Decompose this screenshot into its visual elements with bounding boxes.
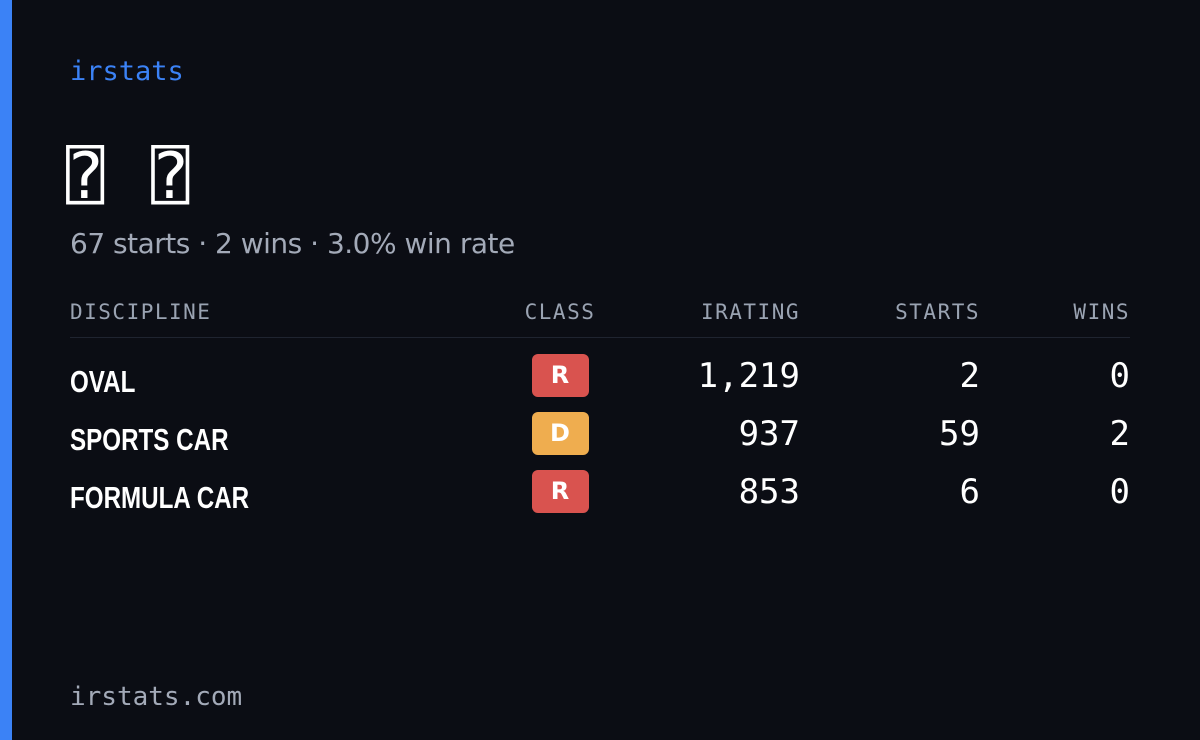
irating: 937 <box>738 414 800 454</box>
column-header: STARTS <box>895 300 980 324</box>
discipline: SPORTS CAR <box>70 422 229 457</box>
wins: 2 <box>1109 414 1130 454</box>
starts: 2 <box>959 356 980 396</box>
site-url: irstats.com <box>70 682 243 712</box>
summary: 67 starts · 2 wins · 3.0% win rate <box>70 227 515 260</box>
brand: irstats <box>70 56 184 87</box>
header-rule <box>70 337 1130 338</box>
irating: 1,219 <box>697 356 800 396</box>
class-badge: R <box>531 470 589 513</box>
starts: 6 <box>959 472 980 512</box>
starts: 59 <box>939 414 980 454</box>
discipline: OVAL <box>70 364 136 399</box>
accent-bar <box>0 0 12 740</box>
class-badge: R <box>531 354 589 397</box>
column-header: WINS <box>1073 300 1130 324</box>
column-header: DISCIPLINE <box>70 300 212 324</box>
irating: 853 <box>738 472 800 512</box>
player-name: ⍰ ⍰ <box>66 140 194 214</box>
wins: 0 <box>1109 356 1130 396</box>
class-badge: D <box>531 412 589 455</box>
column-header: CLASS <box>524 300 596 324</box>
column-header: IRATING <box>700 300 800 324</box>
wins: 0 <box>1109 472 1130 512</box>
discipline: FORMULA CAR <box>70 480 250 515</box>
